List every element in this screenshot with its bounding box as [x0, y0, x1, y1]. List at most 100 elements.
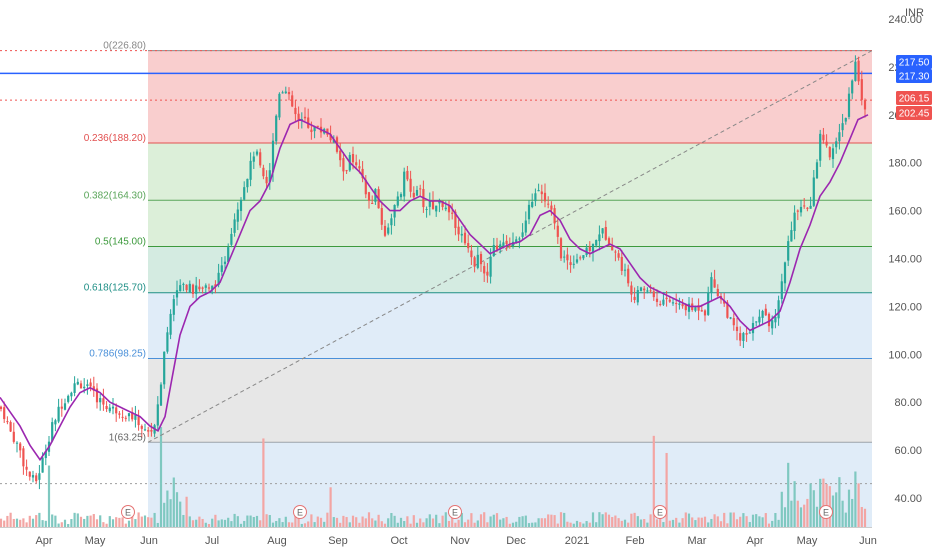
candle-body: [195, 285, 198, 294]
volume-bar: [156, 522, 159, 527]
volume-bar: [25, 522, 28, 527]
candle-body: [454, 211, 457, 229]
volume-bar: [217, 520, 220, 527]
volume-bar: [508, 523, 511, 527]
fib-level-label: 0.618(125.70): [84, 283, 146, 294]
volume-bar: [639, 519, 643, 527]
price-badge: [896, 91, 932, 105]
candle-body: [655, 298, 659, 302]
candle-body: [163, 351, 166, 385]
candle-body: [303, 116, 307, 119]
volume-bar: [735, 519, 739, 527]
candle-body: [636, 289, 639, 303]
candle-body: [761, 310, 764, 318]
volume-bar: [476, 520, 479, 527]
fib-level-label: 0(226.80): [103, 41, 146, 52]
fib-zone: [148, 358, 872, 443]
candle-body: [601, 228, 604, 234]
volume-bar: [6, 515, 9, 527]
candle-body: [207, 287, 211, 289]
volume-bar: [483, 512, 486, 527]
volume-bar: [159, 427, 163, 527]
volume-bar: [371, 518, 374, 527]
volume-bar: [492, 514, 495, 527]
candle-body: [566, 254, 569, 261]
volume-bar: [19, 519, 22, 527]
volume-bar: [687, 513, 691, 527]
candle-body: [729, 317, 732, 319]
volume-bar: [467, 519, 470, 527]
volume-bar: [796, 500, 799, 527]
fib-level-label: 0.786(98.25): [89, 348, 146, 359]
earnings-marker[interactable]: [653, 505, 667, 519]
time-axis[interactable]: Apr May Jun Jul Aug Sep Oct Nov Dec 2021 Feb Mar Apr…: [0, 527, 877, 548]
candle-body: [63, 403, 67, 410]
candle-body: [713, 279, 716, 288]
candle-body: [607, 238, 611, 246]
volume-bar: [377, 514, 380, 527]
candle-body: [726, 302, 729, 318]
earnings-marker[interactable]: [448, 505, 462, 519]
volume-bar: [835, 492, 838, 527]
price-axis-background: [872, 0, 932, 528]
earnings-marker[interactable]: [293, 505, 307, 519]
fibonacci-retracement[interactable]: [148, 50, 872, 527]
volume-bar: [201, 518, 204, 527]
volume-bar: [831, 495, 835, 527]
volume-bar: [655, 519, 659, 527]
candle-body: [515, 239, 518, 244]
volume-bar: [457, 519, 460, 527]
candle-body: [44, 451, 47, 459]
candle-body: [703, 310, 707, 316]
volume-bar: [403, 521, 406, 527]
volume-bar: [300, 523, 303, 527]
candle-body: [623, 269, 627, 271]
volume-bar: [563, 512, 566, 527]
candle-body: [847, 93, 851, 117]
volume-bar: [531, 522, 534, 527]
volume-bar: [348, 522, 351, 527]
candle-body: [313, 126, 316, 132]
candle-body: [822, 134, 825, 141]
candle-body: [835, 141, 838, 148]
volume-bar: [63, 519, 67, 527]
time-tick-label: Jul: [205, 535, 219, 547]
candle-body: [742, 333, 745, 342]
candle-body: [252, 156, 255, 162]
candle-body: [863, 100, 867, 110]
candle-body: [268, 170, 271, 182]
volume-bar: [799, 507, 803, 527]
volume-bar: [611, 517, 614, 527]
earnings-marker[interactable]: [121, 505, 135, 519]
volume-bar: [323, 521, 326, 527]
candle-body: [649, 290, 652, 292]
volume-bar: [662, 522, 665, 527]
volume-bar: [521, 516, 524, 527]
candle-body: [732, 318, 735, 326]
earnings-marker[interactable]: [819, 505, 833, 519]
candle-body: [159, 384, 163, 406]
candle-body: [803, 205, 806, 207]
volume-bar: [220, 519, 223, 527]
price-axis[interactable]: 40.00 60.00 80.00 100.00 120.00 140.00 160.00 1…: [872, 0, 932, 528]
candle-body: [271, 140, 275, 173]
price-tick-label: 180.00: [888, 158, 922, 170]
candle-body: [652, 291, 655, 298]
price-badges: 217.50 217.30 206.15 202.45: [896, 55, 932, 120]
volume-bar: [15, 518, 19, 527]
volume-bar: [364, 518, 367, 527]
candle-body: [844, 117, 847, 122]
volume-bar: [185, 496, 188, 527]
volume-bar: [646, 522, 649, 527]
volume-bar: [249, 515, 252, 527]
volume-bar: [547, 514, 550, 527]
earnings-marker-label: E: [657, 508, 663, 518]
candle-body: [156, 404, 159, 426]
volume-bar: [28, 515, 31, 527]
candle-body: [857, 60, 860, 82]
candle-body: [175, 290, 179, 298]
volume-bar: [396, 522, 399, 527]
horizontal-lines[interactable]: [0, 50, 872, 485]
